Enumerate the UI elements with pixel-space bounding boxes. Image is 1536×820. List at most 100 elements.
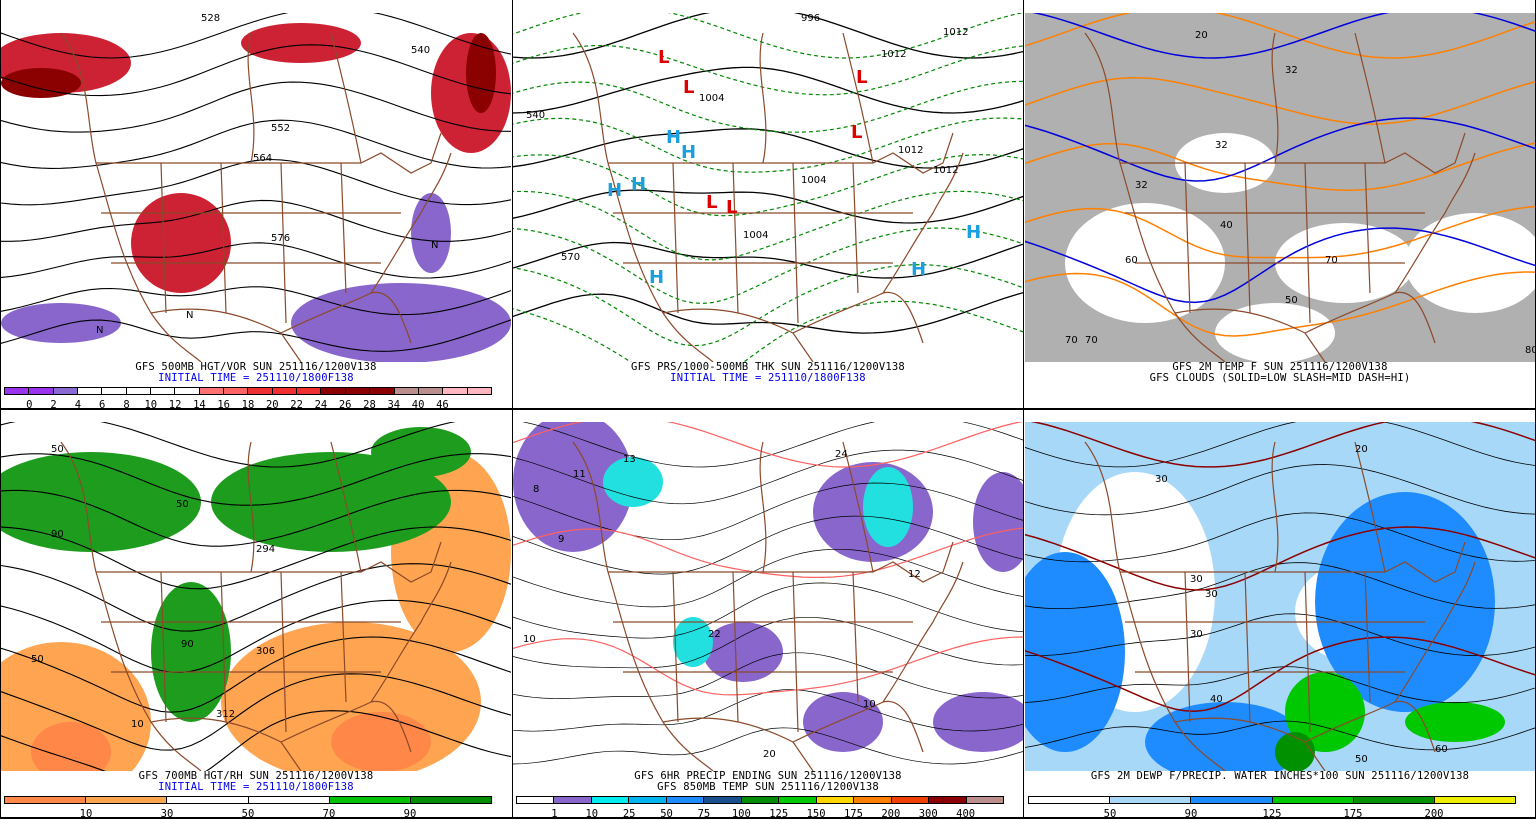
map-label: 32 [1135,180,1148,191]
political-border [1271,441,1386,573]
panel-divider [0,817,1536,819]
contour-line [513,482,1023,541]
contour-line [1025,271,1535,337]
panel-prs-thk: L L L L L L H H H H H H H 996 1004 1012 1012 1004 1004 1012… [512,0,1024,409]
colorbar-swatch [929,797,967,803]
map-label: 30 [1155,474,1168,485]
shaded-region [973,472,1023,572]
map-background [513,13,1023,362]
contour-line [513,422,1023,468]
contour-line [1,158,511,206]
contour-line [522,422,1023,468]
contour-line [1,44,511,97]
colorbar-swatch [629,797,667,803]
map-label: 1004 [801,175,826,186]
map-label: 540 [526,110,545,121]
map-label: 294 [256,544,275,555]
panel-divider [0,408,1536,410]
caption-title: GFS 500MB HGT/VOR SUN 251116/1200V138 [135,361,377,373]
colorbar-swatch [666,797,705,803]
political-border [280,700,412,753]
contour-line [1,242,511,279]
colorbar [4,387,492,395]
political-border [672,162,859,324]
shaded-region [1145,702,1305,771]
map-label: 60 [1125,255,1138,266]
map-label: 11 [573,469,586,480]
shaded-region [703,622,783,682]
colorbar-swatch [102,388,127,394]
map-label: 40 [1220,220,1233,231]
political-border [613,212,913,264]
political-border [572,32,714,362]
political-border [247,441,362,573]
shaded-region [513,422,633,552]
map-label: 30 [1190,629,1203,640]
contour-line [1030,422,1535,468]
caption-subtitle: INITIAL TIME = 251110/1800F138 [158,372,354,384]
colorbar-swatch [443,388,468,394]
colorbar-label: 0 [26,399,33,411]
contour-line [513,515,1023,575]
contour-line [1,526,511,590]
contour-line [1025,464,1535,516]
shaded-region [241,23,361,63]
contour-line [513,189,1023,224]
political-border [662,717,814,771]
political-border [759,32,874,164]
map-label: 90 [181,639,194,650]
map-label: 20 [1355,444,1368,455]
map-label: L [683,77,694,98]
panel-precip6hr-temp850: 8 11 13 9 24 22 12 10 10 20 GFS 6HR PRECIP ENDING … [512,409,1024,820]
colorbar-label: 4 [74,399,82,411]
shaded-region [211,452,451,552]
contour-line [513,616,1023,669]
contour-line [513,582,1023,639]
contour-line [1,199,511,242]
colorbar-swatch [467,388,491,394]
map-label: 1012 [943,27,968,38]
colorbar-swatch [1191,797,1273,803]
shaded-region [603,457,663,507]
map-label: 13 [623,454,636,465]
map-label: 32 [1285,65,1298,76]
contour-line [1025,205,1535,259]
shaded-region [673,617,713,667]
political-border [150,717,302,771]
colorbar-swatch [329,797,411,803]
contour-line [513,13,1023,59]
political-border [1394,152,1476,294]
map-label: 540 [411,45,430,56]
political-border [1084,32,1226,362]
contour-line [1,599,511,673]
colorbar-swatch [370,388,395,394]
colorbar-swatch [591,797,630,803]
political-border [96,541,442,583]
contour-line [513,241,1023,279]
map-label: H [649,267,664,288]
political-border [370,561,452,703]
colorbar-label: 8 [123,399,130,411]
map-label: 996 [801,13,820,24]
colorbar-swatch [199,388,225,394]
colorbar-swatch [1110,797,1192,803]
map-label: 552 [271,123,290,134]
shaded-region [1,68,81,98]
contour-line [513,13,1023,59]
political-border [1271,32,1386,164]
political-border [96,132,442,174]
map-label: N [431,240,438,251]
colorbar-label: 1 [551,808,558,820]
political-border [792,700,924,753]
caption-title: GFS 2M TEMP F SUN 251116/1200V138 [1172,361,1388,373]
contour-line [1025,117,1535,182]
shaded-region [411,193,451,273]
contour-line [513,527,1023,578]
political-border [1125,621,1425,673]
map-label: 1012 [881,49,906,60]
contour-line [1,119,511,169]
colorbar-swatch [704,797,742,803]
colorbar-swatch [175,388,200,394]
